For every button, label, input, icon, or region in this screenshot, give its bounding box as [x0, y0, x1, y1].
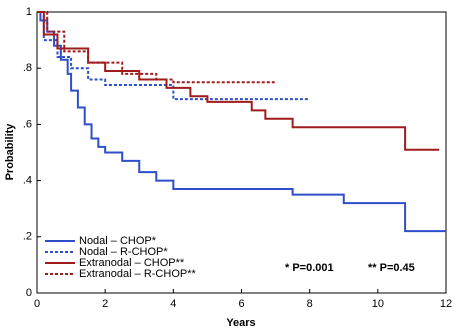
x-axis-label: Years: [226, 317, 255, 329]
annotation: * P=0.001: [285, 262, 334, 274]
y-tick-label: 1: [26, 6, 32, 18]
survival-curve: [37, 11, 446, 233]
y-tick-label: .6: [23, 118, 32, 130]
legend-label: Nodal – CHOP*: [79, 235, 157, 247]
legend-label: Extranodal – CHOP**: [79, 257, 185, 269]
y-axis-label: Probability: [4, 123, 16, 181]
x-tick-label: 4: [170, 298, 176, 310]
x-tick-label: 2: [102, 298, 108, 310]
y-tick-label: .8: [23, 62, 32, 74]
x-tick-label: 6: [238, 298, 244, 310]
legend-label: Extranodal – R-CHOP**: [79, 268, 196, 280]
x-tick-label: 10: [372, 298, 384, 310]
survival-curve: [37, 11, 310, 101]
x-tick-label: 8: [307, 298, 313, 310]
annotation: ** P=0.45: [368, 262, 415, 274]
x-tick-label: 12: [440, 298, 452, 310]
y-tick-label: .4: [23, 175, 32, 187]
y-tick-label: 0: [26, 287, 32, 299]
legend-label: Nodal – R-CHOP*: [79, 246, 168, 258]
x-tick-label: 0: [34, 298, 40, 310]
survival-curve: [37, 11, 440, 151]
survival-curve: [37, 11, 276, 84]
y-tick-label: .2: [23, 231, 32, 243]
